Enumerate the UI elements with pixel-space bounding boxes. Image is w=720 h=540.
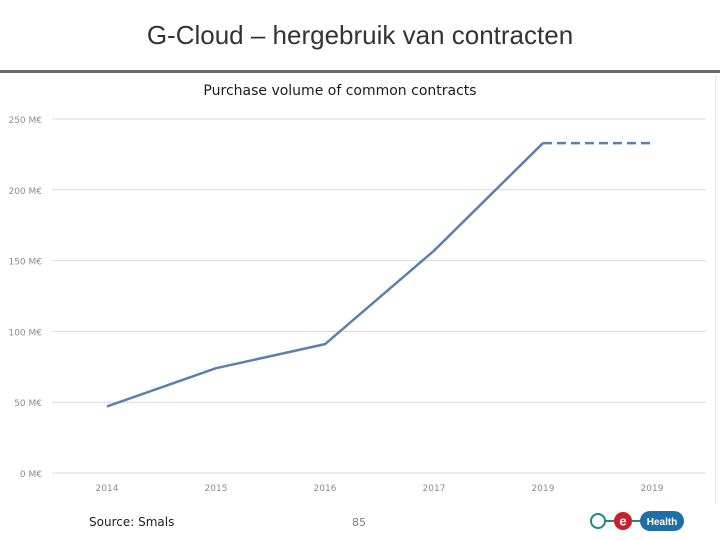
page-number: 85 xyxy=(352,516,366,529)
chart-title: Purchase volume of common contracts xyxy=(203,83,477,99)
y-tick-label: 150 M€ xyxy=(8,258,42,268)
x-axis-ticks: 2014 2015 2016 2017 2019 2019 xyxy=(96,484,664,494)
slide-title: G-Cloud – hergebruik van contracten xyxy=(146,20,574,50)
source-note: Source: Smals xyxy=(89,515,175,529)
logo-health-text: Health xyxy=(647,517,678,528)
series-line-solid xyxy=(106,142,544,408)
x-tick-label: 2016 xyxy=(314,484,337,494)
x-tick-label: 2017 xyxy=(423,484,446,494)
chart-frame xyxy=(0,76,716,504)
logo-e-circle xyxy=(614,512,632,530)
logo-letter: e xyxy=(619,514,626,529)
x-tick-label: 2014 xyxy=(96,484,119,494)
title-divider xyxy=(0,70,720,73)
y-tick-label: 100 M€ xyxy=(8,328,42,338)
y-tick-label: 0 M€ xyxy=(20,470,42,480)
y-axis-ticks: 0 M€ 50 M€ 100 M€ 150 M€ 200 M€ 250 M€ xyxy=(8,116,42,480)
y-tick-label: 50 M€ xyxy=(14,399,42,409)
grid-lines xyxy=(52,118,706,474)
series-lines xyxy=(106,141,652,408)
ehealth-logo: e Health xyxy=(590,511,684,531)
x-tick-label: 2019 xyxy=(532,484,555,494)
y-tick-label: 250 M€ xyxy=(8,116,42,126)
y-tick-label: 200 M€ xyxy=(8,187,42,197)
logo-ring-icon xyxy=(590,513,606,529)
x-tick-label: 2015 xyxy=(205,484,228,494)
x-tick-label: 2019 xyxy=(641,484,664,494)
logo-health-pill xyxy=(640,511,684,531)
